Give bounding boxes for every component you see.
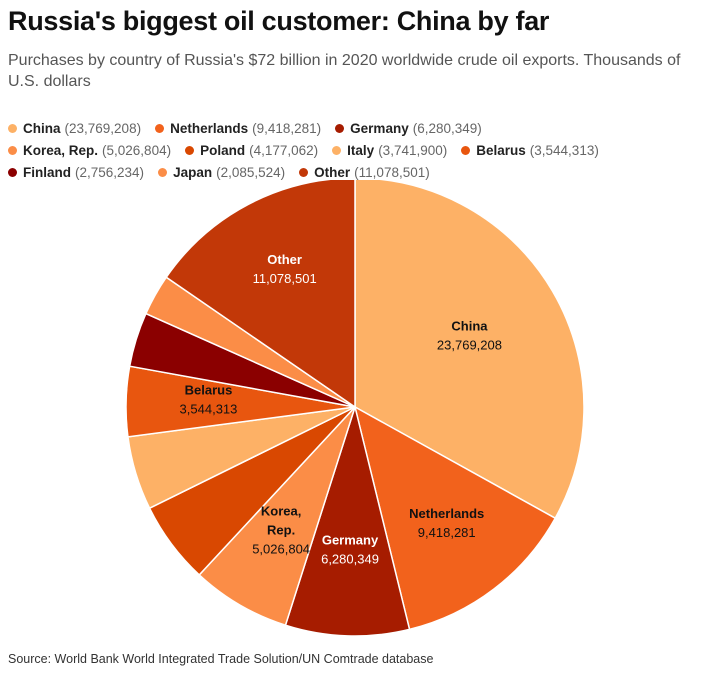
pie-chart: China 23,769,208 Netherlands 9,418,281 Germa… (125, 180, 585, 637)
slice-label-name: Netherlands (409, 506, 484, 521)
legend-item: Poland (4,177,062) (185, 143, 318, 158)
pie-slice (353, 405, 557, 631)
legend-label: Germany (350, 120, 409, 136)
legend-row: China (23,769,208) Netherlands (9,418,281) G… (8, 117, 698, 139)
slice-label-value: 23,769,208 (437, 338, 502, 353)
legend-swatch (332, 145, 342, 155)
legend-swatch (155, 123, 165, 133)
legend-value: (23,769,208) (64, 120, 142, 136)
legend-row: Finland (2,756,234) Japan (2,085,524) Other(… (8, 161, 698, 183)
legend-item: China (23,769,208) (8, 121, 141, 136)
slice-label-value: 9,418,281 (418, 525, 476, 540)
legend-label: Poland (200, 142, 246, 158)
legend-label: Other (314, 164, 351, 180)
pie-slice (165, 180, 356, 409)
slice-label-name: Rep. (267, 523, 295, 538)
legend-value: (3,741,900) (378, 142, 448, 158)
legend-value: (9,418,281) (252, 120, 322, 136)
legend-label: Belarus (476, 142, 526, 158)
legend-item: Korea, Rep. (5,026,804) (8, 143, 171, 158)
legend-label: Netherlands (170, 120, 249, 136)
slice-label-name: Belarus (185, 382, 233, 397)
slice-label-value: 3,544,313 (180, 401, 238, 416)
legend-swatch (185, 145, 195, 155)
legend-item: Belarus (3,544,313) (461, 143, 599, 158)
legend-swatch (8, 123, 17, 133)
legend-item: Japan (2,085,524) (158, 165, 285, 180)
legend-item: Germany (6,280,349) (335, 121, 482, 136)
legend-value: (5,026,804) (102, 142, 172, 158)
legend-swatch (8, 167, 17, 177)
slice-label-name: Korea, (261, 504, 301, 519)
legend-label: Korea, Rep. (23, 142, 99, 158)
legend-item: Netherlands (9,418,281) (155, 121, 321, 136)
legend-value: (3,544,313) (529, 142, 599, 158)
legend-value: (4,177,062) (249, 142, 319, 158)
legend-item: Italy (3,741,900) (332, 143, 447, 158)
legend-label: Japan (173, 164, 213, 180)
slice-label-value: 11,078,501 (253, 271, 317, 286)
slice-label-name: Other (267, 252, 302, 267)
legend-swatch (461, 145, 471, 155)
slice-label-name: Germany (322, 532, 379, 547)
pie-slice (284, 404, 411, 637)
legend-value: (6,280,349) (412, 120, 482, 136)
pie-slice (354, 180, 585, 520)
chart-subtitle: Purchases by country of Russia's $72 bil… (8, 52, 681, 90)
legend-swatch (158, 167, 168, 177)
legend-value: (11,078,501) (354, 164, 430, 180)
legend-item: Other (11,078,501) (299, 165, 430, 180)
legend-row: Korea, Rep. (5,026,804) Poland (4,177,062) I… (8, 139, 698, 161)
slice-label-value: 5,026,804 (252, 542, 310, 557)
legend-swatch (335, 123, 345, 133)
slice-label-name: China (451, 319, 488, 334)
legend-value: (2,756,234) (75, 164, 145, 180)
chart-title: Russia's biggest oil customer: China by … (8, 6, 550, 36)
legend: China (23,769,208) Netherlands (9,418,281) G… (8, 117, 698, 183)
legend-swatch (8, 145, 17, 155)
legend-label: Finland (23, 164, 71, 180)
legend-item: Finland (2,756,234) (8, 165, 144, 180)
legend-label: China (23, 120, 61, 136)
legend-swatch (299, 167, 309, 177)
source-note: Source: World Bank World Integrated Trad… (8, 652, 434, 666)
legend-value: (2,085,524) (216, 164, 286, 180)
slice-label-value: 6,280,349 (321, 551, 379, 566)
legend-label: Italy (347, 142, 375, 158)
